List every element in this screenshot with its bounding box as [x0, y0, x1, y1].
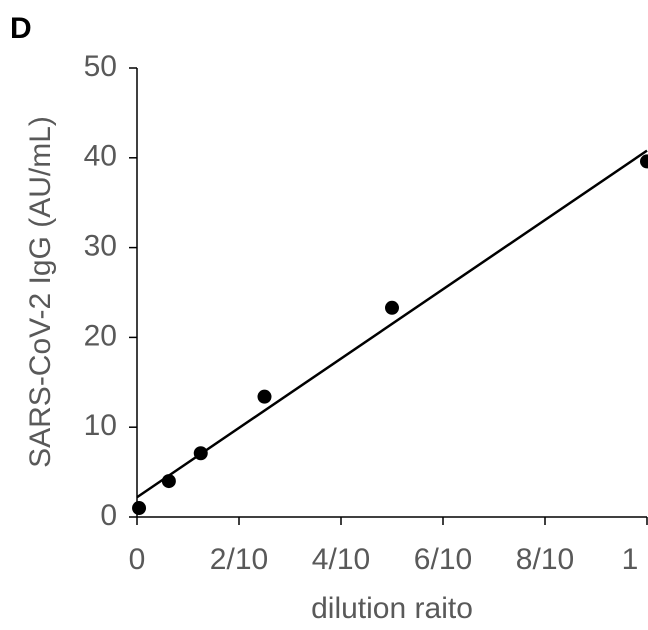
y-tick-label: 50 — [84, 50, 117, 83]
y-axis-label: SARS-CoV-2 IgG (AU/mL) — [24, 116, 57, 468]
x-tick-label: 6/10 — [414, 543, 472, 576]
x-tick-label: 8/10 — [516, 543, 574, 576]
data-point — [193, 446, 208, 461]
trend-line — [136, 149, 648, 499]
data-point — [257, 389, 272, 404]
y-tick-label: 40 — [84, 140, 117, 173]
panel-label: D — [10, 12, 32, 45]
x-tick-label: 2/10 — [210, 543, 268, 576]
y-tick-label: 20 — [84, 319, 117, 352]
y-tick-label: 0 — [100, 499, 117, 532]
data-point — [385, 300, 399, 315]
data-point — [640, 154, 648, 169]
data-point — [132, 501, 147, 516]
x-tick-label: 4/10 — [312, 543, 370, 576]
x-tick-label: 0 — [129, 543, 146, 576]
y-tick-label: 30 — [84, 230, 117, 263]
x-tick-label: 1 — [622, 543, 639, 576]
data-point — [161, 474, 176, 489]
x-axis-label: dilution raito — [311, 592, 473, 625]
y-tick-label: 10 — [84, 409, 117, 442]
